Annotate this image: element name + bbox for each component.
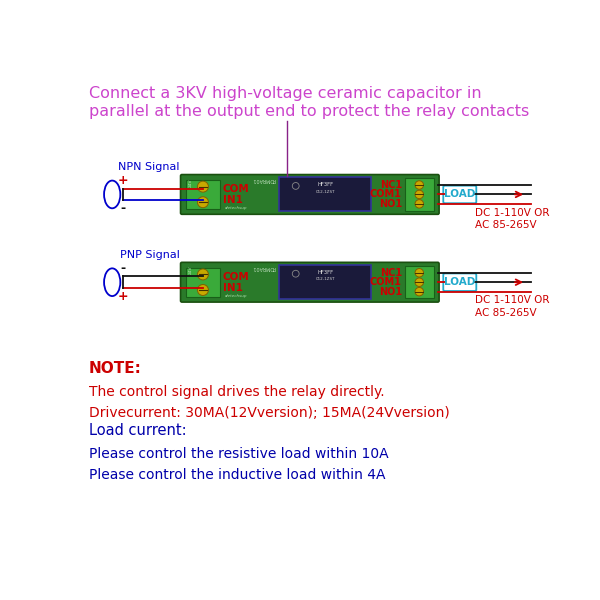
Bar [185,268,220,296]
Text: DC 1-110V OR: DC 1-110V OR [475,208,550,218]
Text: NOTE:: NOTE: [89,361,142,376]
Bar [404,178,434,211]
Text: PDMRA01: PDMRA01 [252,265,275,270]
Text: +: + [118,290,128,302]
FancyBboxPatch shape [279,178,371,211]
Text: NO1: NO1 [379,199,402,209]
Bar [185,180,220,209]
Text: -: - [121,202,125,215]
Circle shape [415,190,424,199]
Text: NC1: NC1 [380,180,402,190]
Text: Please control the inductive load within 4A: Please control the inductive load within… [89,469,385,482]
Text: AC 85-265V: AC 85-265V [475,308,536,318]
Text: IN1: IN1 [223,196,242,205]
Text: COM1: COM1 [370,277,402,287]
Text: aletechsup: aletechsup [225,294,247,298]
Text: -: - [121,262,125,275]
Text: 24V: 24V [189,178,193,187]
Text: 012-1ZST: 012-1ZST [316,190,335,194]
Text: COM: COM [223,272,249,282]
Text: PDMRA01: PDMRA01 [252,178,275,182]
Text: Load current:: Load current: [89,423,187,438]
Text: COM1: COM1 [370,190,402,199]
Text: LOAD: LOAD [444,277,475,287]
Text: 012-1ZST: 012-1ZST [316,277,335,281]
Circle shape [415,269,424,277]
Circle shape [197,181,208,192]
Circle shape [415,287,424,296]
Circle shape [197,197,208,208]
Text: Please control the resistive load within 10A: Please control the resistive load within… [89,447,389,461]
Text: aletechsup: aletechsup [225,206,247,210]
Circle shape [197,284,208,295]
Text: COM: COM [223,184,249,194]
FancyBboxPatch shape [279,265,371,299]
Text: 24V: 24V [189,266,193,274]
Text: IN1: IN1 [223,283,242,293]
Circle shape [415,200,424,208]
Text: NPN Signal: NPN Signal [118,162,179,172]
Text: HF3FF: HF3FF [317,269,333,275]
Text: parallel at the output end to protect the relay contacts: parallel at the output end to protect th… [89,104,529,119]
Text: PNP Signal: PNP Signal [120,250,179,260]
Text: LOAD: LOAD [444,190,475,199]
Circle shape [415,181,424,189]
Text: AC 85-265V: AC 85-265V [475,220,536,230]
Text: HF3FF: HF3FF [317,182,333,187]
FancyBboxPatch shape [181,175,439,214]
Text: The control signal drives the relay directly.: The control signal drives the relay dire… [89,385,385,399]
Text: Drivecurrent: 30MA(12Vversion); 15MA(24Vversion): Drivecurrent: 30MA(12Vversion); 15MA(24V… [89,406,450,420]
Text: Connect a 3KV high-voltage ceramic capacitor in: Connect a 3KV high-voltage ceramic capac… [89,86,482,101]
Text: NC1: NC1 [380,268,402,278]
Text: +: + [118,174,128,187]
Circle shape [415,278,424,286]
Circle shape [197,269,208,280]
Bar [404,266,434,298]
FancyBboxPatch shape [181,262,439,302]
Text: NO1: NO1 [379,287,402,296]
Text: DC 1-110V OR: DC 1-110V OR [475,295,550,305]
